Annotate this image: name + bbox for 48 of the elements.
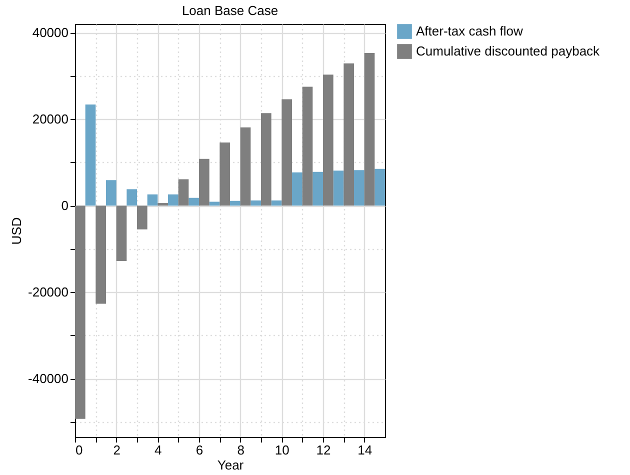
y-tick-label: 0: [61, 198, 68, 214]
bar: [302, 86, 313, 206]
x-tick-label: 4: [154, 442, 162, 458]
bar: [323, 74, 334, 206]
x-tick-label: 2: [113, 442, 120, 458]
y-tick-label: 40000: [32, 25, 68, 40]
bar: [230, 200, 240, 206]
legend-label: After-tax cash flow: [416, 24, 524, 38]
bar: [147, 194, 158, 206]
bar: [333, 170, 344, 206]
y-tick-label: -20000: [28, 284, 68, 300]
bar: [126, 189, 137, 206]
bar: [292, 172, 302, 206]
legend-label: Cumulative discounted payback: [416, 44, 600, 58]
bar: [312, 172, 323, 206]
bar: [220, 142, 230, 206]
bar: [271, 200, 282, 206]
bar: [282, 99, 292, 206]
y-tick-label: -40000: [28, 371, 68, 386]
bar: [85, 104, 96, 206]
bar: [250, 200, 261, 206]
y-axis-title: USD: [9, 217, 24, 245]
y-tick-label: 20000: [32, 112, 68, 127]
bar: [364, 52, 375, 206]
bar: [188, 198, 199, 206]
x-tick-label: 14: [358, 442, 372, 458]
x-tick-label: 12: [316, 442, 331, 458]
x-axis-title: Year: [217, 458, 244, 472]
bar: [261, 113, 272, 206]
x-tick-label: 0: [76, 442, 83, 458]
bar: [354, 170, 364, 206]
x-tick-label: 6: [196, 442, 204, 458]
bar: [344, 63, 354, 206]
bar: [240, 127, 251, 206]
x-tick-label: 8: [237, 442, 244, 458]
bar: [209, 202, 220, 206]
bar: [137, 206, 148, 230]
x-tick-label: 10: [274, 442, 290, 458]
bar: [106, 180, 116, 206]
bar: [374, 168, 385, 206]
bar: [96, 206, 106, 304]
chart-title: Loan Base Case: [182, 3, 278, 18]
bar: [199, 158, 210, 206]
bar: [178, 179, 189, 206]
bar: [116, 206, 127, 261]
bar: [158, 203, 168, 206]
bar: [75, 206, 86, 419]
bar: [168, 194, 178, 206]
